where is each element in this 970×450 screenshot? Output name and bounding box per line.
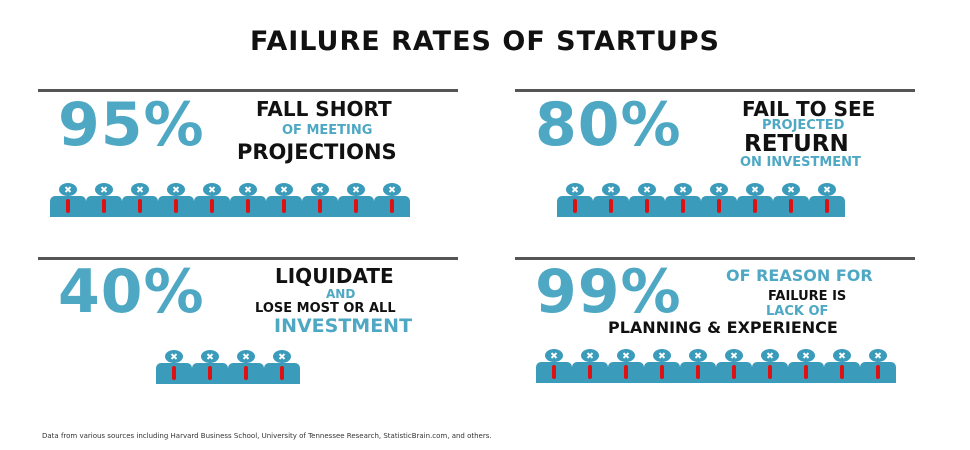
person-icon (716, 349, 752, 383)
person-icon (557, 183, 593, 217)
person-icon (50, 183, 86, 217)
person-icon (773, 183, 809, 217)
person-icon (665, 183, 701, 217)
person-icon (701, 183, 737, 217)
person-icon (374, 183, 410, 217)
stat-line: OF REASON FOR (726, 266, 873, 285)
stat-line: PROJECTIONS (237, 140, 397, 164)
person-icon (824, 349, 860, 383)
stat-line: LACK OF (766, 304, 829, 319)
people-row (50, 183, 410, 217)
person-icon (264, 350, 300, 384)
divider-line (515, 257, 915, 260)
person-icon (572, 349, 608, 383)
page-title: FAILURE RATES OF STARTUPS (250, 26, 720, 57)
stat-line: OF MEETING (282, 123, 373, 138)
person-icon (860, 349, 896, 383)
person-icon (228, 350, 264, 384)
stat-percent: 40% (58, 257, 205, 327)
person-icon (629, 183, 665, 217)
stat-line: FAIL TO SEE (742, 97, 876, 121)
stat-line: ON INVESTMENT (740, 155, 861, 170)
stat-line: LOSE MOST OR ALL (255, 301, 396, 316)
person-icon (593, 183, 629, 217)
person-icon (680, 349, 716, 383)
divider-line (515, 89, 915, 92)
stat-line: RETURN (744, 131, 849, 157)
stat-line: AND (326, 287, 356, 301)
stat-line: LIQUIDATE (275, 264, 394, 288)
person-icon (266, 183, 302, 217)
stat-line: FAILURE IS (768, 289, 847, 304)
person-icon (338, 183, 374, 217)
person-icon (752, 349, 788, 383)
people-row (156, 350, 300, 384)
person-icon (86, 183, 122, 217)
source-note: Data from various sources including Harv… (42, 432, 492, 440)
person-icon (536, 349, 572, 383)
person-icon (122, 183, 158, 217)
stat-percent: 80% (535, 90, 682, 160)
person-icon (608, 349, 644, 383)
person-icon (644, 349, 680, 383)
person-icon (230, 183, 266, 217)
stat-line: PLANNING & EXPERIENCE (608, 318, 838, 337)
person-icon (809, 183, 845, 217)
person-icon (302, 183, 338, 217)
person-icon (158, 183, 194, 217)
stat-percent: 95% (58, 90, 205, 160)
divider-line (38, 89, 458, 92)
person-icon (737, 183, 773, 217)
person-icon (788, 349, 824, 383)
people-row (557, 183, 845, 217)
person-icon (194, 183, 230, 217)
people-row (536, 349, 896, 383)
divider-line (38, 257, 458, 260)
person-icon (156, 350, 192, 384)
person-icon (192, 350, 228, 384)
stat-line: PROJECTED (762, 118, 845, 133)
stat-line: FALL SHORT (256, 97, 392, 121)
stat-percent: 99% (535, 257, 682, 327)
stat-line: INVESTMENT (274, 315, 413, 337)
